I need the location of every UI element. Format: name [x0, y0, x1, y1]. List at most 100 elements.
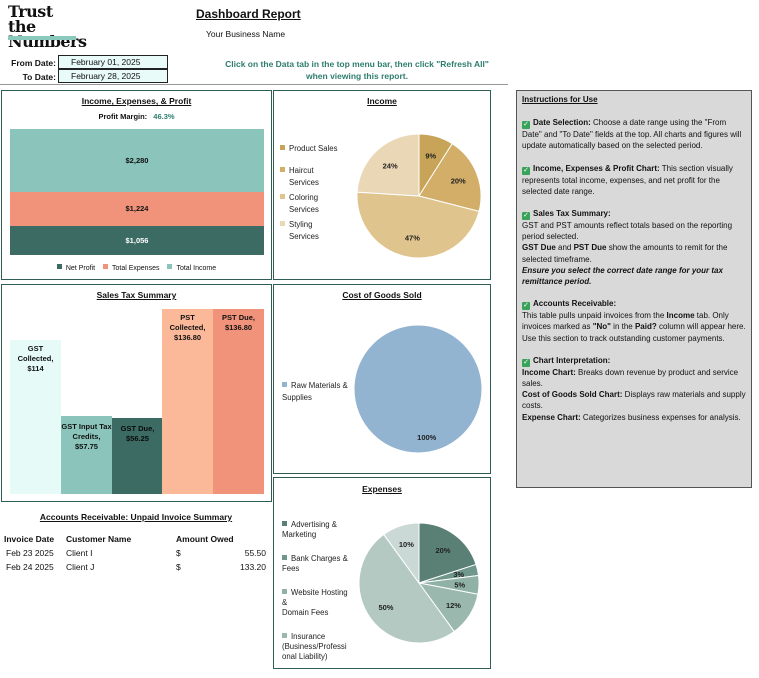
bar-total-expenses: $1,224 [10, 192, 264, 226]
income-panel: Income Product Sales Haircut Services Col… [273, 90, 491, 280]
swatch [282, 589, 287, 594]
swatch [282, 633, 287, 638]
pie-data-label: 10% [399, 540, 414, 549]
legend-text: Haircut [289, 166, 314, 175]
refresh-note-line-2: when viewing this report. [305, 71, 408, 81]
tax-chart: GST Collected, $114 GST Input Tax Credits, $… [10, 305, 264, 494]
check-icon: ✓ [522, 358, 530, 367]
legend-haircut: Haircut Services [280, 165, 352, 189]
legend-text: Bank Charges & [291, 554, 348, 563]
bar-pst-due: PST Due, $136.80 [213, 309, 264, 494]
bar-label-line: $57.75 [75, 442, 98, 451]
legend-text: Coloring [289, 193, 319, 202]
iep-panel: Income, Expenses, & Profit Profit Margin… [1, 90, 272, 280]
pie-data-label: 20% [435, 546, 450, 555]
instr-heading: Chart Interpretation: [533, 355, 611, 365]
instr-bold: Paid? [634, 322, 657, 332]
instr-heading: Accounts Receivable: [533, 299, 617, 309]
bar-gst-collected: GST Collected, $114 [10, 340, 61, 494]
instr-emphasis: Ensure you select the correct date range… [522, 265, 723, 287]
instr-bold: Cost of Goods Sold Chart: [522, 390, 623, 400]
instr-text: Choose a date range using the "From Date… [522, 118, 742, 151]
instr-text: column will appear here. Use this sectio… [522, 322, 746, 343]
legend-text: (Business/Professi [282, 642, 347, 651]
legend-net-profit: Net Profit [65, 265, 96, 272]
instr-text: show the amounts to remit for the select… [522, 243, 728, 264]
expenses-panel: Expenses Advertising & Marketing Bank Cha… [273, 477, 491, 669]
bar-data-label: GST Due, $56.25 [112, 424, 163, 444]
swatch [280, 167, 285, 172]
income-title: Income [367, 96, 397, 106]
pie-data-label: 5% [454, 580, 465, 589]
swatch [282, 382, 287, 387]
bar-pst-collected: PST Collected, $136.80 [162, 309, 213, 494]
legend-text: Services [289, 205, 319, 214]
slice-expense-5 [358, 533, 455, 644]
pie-data-label: 20% [451, 176, 466, 185]
bar-label-line: $136.80 [173, 333, 202, 342]
legend-bank-charges: Bank Charges & Fees [282, 554, 354, 574]
bar-label-line: PST Collected, [169, 313, 206, 332]
check-icon: ✓ [522, 212, 530, 221]
slice-haircut [418, 142, 482, 213]
bar-data-label: $2,280 [125, 155, 149, 165]
instr-text: Categorizes business expenses for analys… [580, 412, 741, 422]
legend-text: Marketing [282, 530, 317, 539]
bar-label-line: PST Due, [222, 313, 255, 322]
bar-data-label: $1,224 [125, 204, 149, 213]
ar-row-1-customer: Client I [66, 548, 93, 558]
ar-header-customer: Customer Name [66, 534, 132, 544]
legend-styling: Styling Services [280, 219, 352, 243]
bar-label-line: GST Collected, [17, 344, 54, 363]
bar-net-profit: $1,056 [10, 226, 264, 255]
logo: Trust the Numbers [8, 2, 87, 50]
logo-line-1: Trust the [8, 2, 53, 36]
swatch [280, 145, 285, 150]
ar-row-2-date: Feb 24 2025 [6, 562, 54, 572]
instructions-title: Instructions for Use [522, 95, 598, 104]
bar-label-line: GST Due, [120, 424, 155, 433]
expenses-pie-chart: 20% 3%5% 12% 50% 10% [358, 522, 480, 644]
to-date-field[interactable]: February 28, 2025 [58, 69, 168, 83]
from-date-label: From Date: [11, 58, 56, 68]
legend-advertising: Advertising & Marketing [282, 520, 354, 540]
expenses-title: Expenses [362, 484, 402, 494]
legend-total-income: Total Income [176, 265, 217, 272]
profit-margin-value: 46.3% [153, 112, 175, 121]
legend-income-swatch [167, 264, 173, 269]
business-name: Your Business Name [206, 29, 286, 39]
legend-raw-materials: Raw Materials & Supplies [282, 380, 354, 404]
iep-title: Income, Expenses, & Profit [81, 96, 192, 106]
pie-data-label: 3% [453, 570, 464, 579]
ar-row-1-amount: 55.50 [244, 548, 266, 558]
instr-date-selection: ✓ Date Selection: Choose a date range usi… [522, 117, 746, 151]
bar-label-line: $56.25 [126, 434, 149, 443]
instr-iep-chart: ✓ Income, Expenses & Profit Chart: This s… [522, 163, 746, 197]
instr-text: and [555, 243, 574, 253]
legend-website-hosting: Website Hosting & Domain Fees [282, 588, 354, 618]
legend-text: Styling [289, 220, 313, 229]
expenses-legend: Advertising & Marketing Bank Charges & Fee… [282, 520, 354, 662]
refresh-note: Click on the Data tab in the top menu ba… [216, 58, 498, 82]
ar-header-amount: Amount Owed [176, 534, 234, 544]
tax-title: Sales Tax Summary [96, 290, 177, 300]
swatch [280, 194, 285, 199]
instr-bold: Income Chart: [522, 367, 576, 377]
bar-data-label: PST Collected, $136.80 [162, 313, 213, 343]
bar-label-line: $136.80 [224, 323, 253, 332]
instr-chart-interpretation: ✓ Chart Interpretation: Income Chart: Brea… [522, 355, 746, 423]
instr-text: This table pulls unpaid invoices from th… [522, 311, 667, 321]
from-date-field[interactable]: February 01, 2025 [58, 55, 168, 69]
instr-bold: PST Due [573, 243, 607, 253]
cogs-title: Cost of Goods Sold [342, 290, 422, 300]
bar-data-label: GST Collected, $114 [10, 344, 61, 374]
legend-text: onal Liability) [282, 652, 328, 661]
bar-data-label: GST Input Tax Credits, $57.75 [61, 422, 112, 452]
legend-text: Website Hosting & [282, 588, 348, 607]
bar-total-income: $2,280 [10, 129, 264, 192]
bar-label-line: GST Input Tax [61, 422, 112, 431]
instr-text: Breaks down revenue by product and servi… [522, 367, 739, 389]
cogs-legend: Raw Materials & Supplies [282, 380, 354, 404]
instr-heading: Income, Expenses & Profit Chart: [533, 163, 660, 173]
legend-text: Domain Fees [282, 608, 329, 617]
